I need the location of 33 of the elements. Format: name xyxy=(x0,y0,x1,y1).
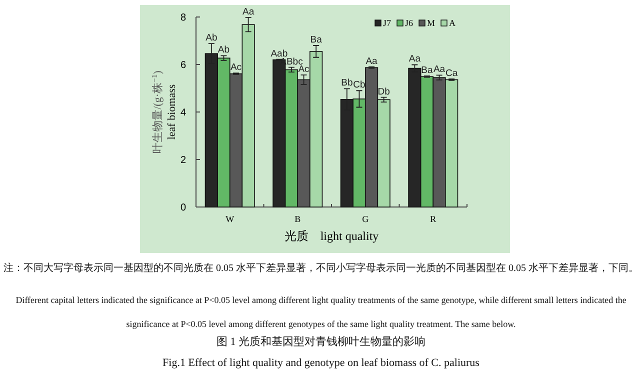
data-label: Aa xyxy=(433,64,446,76)
data-label: Bb xyxy=(341,78,353,89)
data-label: Cb xyxy=(353,80,366,91)
legend-label: A xyxy=(449,18,456,28)
caption: Fig.1 Effect of light quality and genotype on leaf biomass of C. paliurus xyxy=(162,356,480,370)
caption: 图 1 光质和基因型对青钱柳叶生物量的影响 xyxy=(216,335,426,349)
data-label: Ab xyxy=(206,32,218,44)
data-label: Db xyxy=(378,86,390,98)
x-tick-label: B xyxy=(294,214,301,224)
data-label: Ac xyxy=(230,62,242,74)
legend-label: J6 xyxy=(405,18,414,28)
data-label: Ac xyxy=(298,64,310,75)
y-tick-label: 2 xyxy=(180,155,186,166)
y-tick-label: 0 xyxy=(180,202,186,214)
y-tick-label: 4 xyxy=(180,108,186,118)
data-label: Ba xyxy=(421,64,434,76)
x-axis-title: 光质 light quality xyxy=(284,229,379,243)
data-label: Ab xyxy=(218,44,230,56)
data-label: Aab xyxy=(270,48,288,60)
text: 注：不同大写字母表示同一基因型的不同光质在 0.05 水平下差异显著，不同小写字母表示同一光质的不同基因型在 0.05 水平下差异显著，下同。 xyxy=(2,262,640,276)
x-tick-label: R xyxy=(430,214,436,224)
x-tick-label: G xyxy=(362,214,370,224)
text: Different capital letters indicated the significance at P<0.05 level among different light quality treatments of the same genotype, while different small letters indicated the significance at P<0.05 level among different genotypes of the same light quality treatment. The same below. xyxy=(16,295,626,329)
data-label: Aa xyxy=(366,56,378,67)
data-label: Aa xyxy=(242,6,255,18)
y-tick-label: 8 xyxy=(180,12,186,24)
y-tick-label: 6 xyxy=(180,60,186,71)
x-tick-label: W xyxy=(226,214,235,224)
data-label: Ba xyxy=(310,34,323,46)
data-label: Ca xyxy=(445,68,458,79)
legend-label: M xyxy=(427,18,436,28)
legend-label: J7 xyxy=(383,18,392,28)
data-label: Aa xyxy=(408,54,422,65)
